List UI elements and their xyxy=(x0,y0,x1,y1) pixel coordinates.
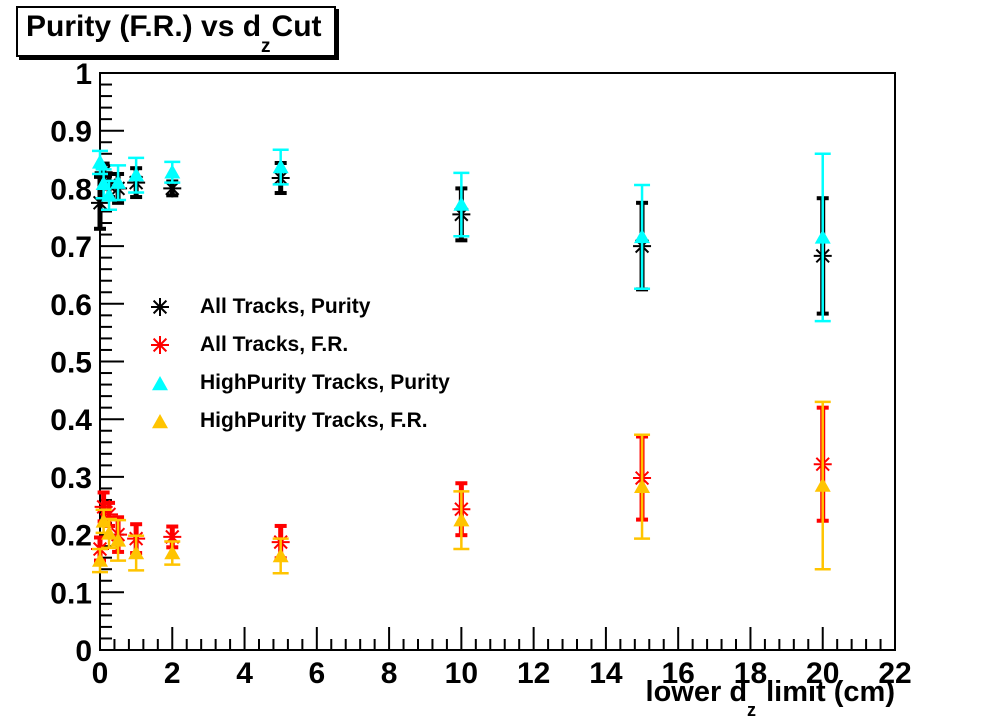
legend-label: HighPurity Tracks, F.R. xyxy=(200,409,428,432)
x-tick-label: 0 xyxy=(92,657,109,690)
triangle-marker xyxy=(814,229,831,244)
chart-title-subscript: z xyxy=(261,36,271,57)
triangle-marker xyxy=(92,154,108,169)
y-tick-label: 0.3 xyxy=(50,462,92,495)
y-axis-ticks: 0 0.1 0.2 0.3 0.4 0.5 0.6 0.7 0.8 0.9 1 xyxy=(50,58,124,668)
triangle-marker xyxy=(101,525,118,540)
y-tick-label: 0.6 xyxy=(50,289,92,322)
triangle-marker xyxy=(634,228,651,244)
triangle-marker-icon xyxy=(138,370,182,396)
y-tick-label: 0.4 xyxy=(50,404,92,437)
triangle-marker xyxy=(164,164,181,179)
triangle-marker xyxy=(453,196,470,211)
legend-row-all-tracks-purity: All Tracks, Purity xyxy=(138,288,450,326)
asterisk-marker-icon xyxy=(138,332,182,358)
y-tick-label: 0 xyxy=(75,635,92,668)
triangle-marker xyxy=(164,545,181,560)
series-3-markers xyxy=(92,477,831,567)
triangle-marker xyxy=(95,175,112,191)
y-tick-label: 0.7 xyxy=(50,231,92,264)
legend-label: HighPurity Tracks, Purity xyxy=(200,371,450,394)
y-tick-label: 1 xyxy=(75,58,92,91)
triangle-marker xyxy=(101,187,118,202)
triangle-marker xyxy=(272,547,289,563)
legend-row-all-tracks-fr: All Tracks, F.R. xyxy=(138,326,450,364)
asterisk-marker xyxy=(151,336,169,354)
x-tick-label: 8 xyxy=(381,657,398,690)
x-axis-title-subscript: z xyxy=(747,699,757,720)
legend-row-highpurity-fr: HighPurity Tracks, F.R. xyxy=(138,402,450,440)
x-tick-label: 22 xyxy=(878,657,911,690)
x-tick-label: 12 xyxy=(517,657,550,690)
y-tick-label: 0.8 xyxy=(50,173,92,206)
legend-label: All Tracks, Purity xyxy=(200,295,371,318)
x-axis-title-suffix: limit (cm) xyxy=(758,676,895,708)
y-tick-label: 0.1 xyxy=(50,577,92,610)
x-tick-label: 18 xyxy=(734,657,767,690)
legend: All Tracks, Purity All Tracks, F.R. High… xyxy=(138,288,450,440)
chart-title-text: Purity (F.R.) vs d xyxy=(26,10,262,43)
x-tick-label: 20 xyxy=(806,657,839,690)
triangle-marker xyxy=(110,174,127,189)
legend-row-highpurity-purity: HighPurity Tracks, Purity xyxy=(138,364,450,402)
triangle-marker xyxy=(152,414,168,429)
x-axis-title-prefix: lower d xyxy=(645,676,748,708)
triangle-marker xyxy=(128,545,145,560)
x-tick-label: 6 xyxy=(308,657,325,690)
triangle-marker-icon xyxy=(138,408,182,434)
triangle-marker xyxy=(110,532,127,547)
x-tick-label: 10 xyxy=(445,657,478,690)
series-2-markers xyxy=(92,154,831,244)
x-axis-title: lower dz limit (cm) xyxy=(645,676,895,720)
y-tick-label: 0.9 xyxy=(50,116,92,149)
triangle-marker xyxy=(128,167,145,182)
x-tick-label: 14 xyxy=(589,657,623,690)
legend-label: All Tracks, F.R. xyxy=(200,333,349,356)
x-axis-ticks: 0 2 4 6 8 10 12 14 16 18 20 22 xyxy=(92,627,912,690)
triangle-marker xyxy=(272,159,289,174)
asterisk-marker-icon xyxy=(138,294,182,320)
x-tick-label: 16 xyxy=(661,657,694,690)
triangle-marker xyxy=(814,477,831,492)
y-tick-label: 0.5 xyxy=(50,347,92,380)
triangle-marker xyxy=(92,552,108,567)
y-tick-label: 0.2 xyxy=(50,520,92,553)
triangle-marker xyxy=(152,376,168,391)
chart-title-suffix: Cut xyxy=(271,10,322,43)
triangle-marker xyxy=(95,513,112,528)
chart-title-box: Purity (F.R.) vs dzCut xyxy=(16,6,336,57)
triangle-marker xyxy=(634,478,651,493)
x-tick-label: 2 xyxy=(164,657,181,690)
x-tick-label: 4 xyxy=(236,657,253,690)
triangle-marker xyxy=(453,512,470,527)
asterisk-marker xyxy=(151,298,169,316)
